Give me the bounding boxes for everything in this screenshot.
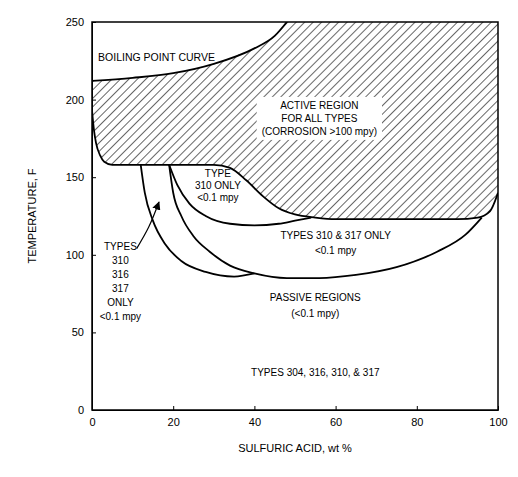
x-axis: 0 20 40 60 80 100: [89, 406, 507, 428]
y-tick: 250: [66, 16, 96, 28]
x-axis-title: SULFURIC ACID, wt %: [238, 442, 352, 454]
x-tick-mark: [336, 406, 337, 410]
annotation-text: 316: [112, 269, 129, 280]
plot-frame: [92, 22, 498, 410]
annotation-text: TYPES 310 & 317 ONLY: [280, 230, 391, 241]
curve: [169, 165, 482, 278]
x-tick-mark: [254, 406, 255, 410]
y-tick-label: 100: [66, 249, 84, 261]
active-region: [92, 22, 498, 219]
annotation-text: (<0.1 mpy): [291, 308, 339, 319]
x-tick: 40: [249, 406, 261, 428]
annotation-text: 317: [112, 283, 129, 294]
y-tick: 200: [66, 94, 96, 106]
x-axis-line: [93, 410, 499, 411]
annotation-text: (CORROSION >100 mpy): [262, 126, 377, 137]
x-tick-label: 60: [330, 416, 342, 428]
annotation: TYPES 304, 316, 310, & 317: [251, 367, 380, 378]
annotation: TYPES 310 & 317 ONLY <0.1 mpy: [280, 230, 391, 256]
y-tick: 100: [66, 249, 96, 261]
x-tick-mark: [173, 406, 174, 410]
annotation-text: TYPES 304, 316, 310, & 317: [251, 367, 380, 378]
curve: [92, 22, 287, 81]
y-tick-mark: [92, 22, 96, 23]
y-tick: 50: [72, 326, 96, 338]
x-tick-label: 40: [249, 416, 261, 428]
x-tick: 60: [330, 406, 342, 428]
annotation-text: ONLY: [107, 297, 134, 308]
annotation-text: ACTIVE REGION: [280, 100, 358, 111]
annotation-text: TYPES: [104, 241, 137, 252]
annotation-text: <0.1 mpy: [315, 245, 356, 256]
marks: [92, 22, 498, 278]
x-tick: 100: [489, 406, 507, 428]
y-tick-mark: [92, 255, 96, 256]
x-tick-label: 80: [411, 416, 423, 428]
y-tick: 150: [66, 171, 96, 183]
y-tick-label: 250: [66, 16, 84, 28]
y-tick: 0: [78, 404, 96, 416]
annotation: TYPES 310 316 317 ONLY <0.1 mpy: [100, 241, 141, 322]
y-tick-label: 50: [72, 326, 84, 338]
chart-svg: 0 20 40 60 80 100 0 50 100 150 200 250 SULFURIC ACID…: [0, 0, 518, 477]
x-tick-mark: [498, 406, 499, 410]
y-tick-label: 200: [66, 94, 84, 106]
annotation: TYPE310 ONLY<0.1 mpy: [195, 168, 241, 203]
annotation: PASSIVE REGIONS (<0.1 mpy): [270, 292, 361, 319]
x-tick: 80: [411, 406, 423, 428]
annotation-text: <0.1 mpy: [197, 192, 238, 203]
annotation-text: TYPE: [205, 168, 231, 179]
x-tick-label: 0: [89, 416, 95, 428]
pointer-arrow: [137, 202, 159, 249]
y-tick-mark: [92, 177, 96, 178]
x-tick-label: 20: [168, 416, 180, 428]
y-tick-label: 150: [66, 171, 84, 183]
annotation-text: <0.1 mpy: [100, 311, 141, 322]
chart-container: 0 20 40 60 80 100 0 50 100 150 200 250 SULFURIC ACID…: [0, 0, 518, 477]
x-tick: 20: [168, 406, 180, 428]
active-boundary: [92, 110, 498, 219]
y-tick-mark: [92, 410, 96, 411]
annotation-text: PASSIVE REGIONS: [270, 292, 361, 303]
plot: 0 20 40 60 80 100 0 50 100 150 200 250 SULFURIC ACID…: [26, 16, 508, 454]
y-tick-mark: [92, 100, 96, 101]
annotation-text: 310 ONLY: [195, 180, 241, 191]
x-tick-mark: [417, 406, 418, 410]
annotation-text: 310: [112, 255, 129, 266]
y-tick-mark: [92, 332, 96, 333]
y-axis-line: [92, 23, 93, 411]
y-axis-title: TEMPERATURE, F: [26, 168, 38, 263]
annotation-bg: [257, 97, 382, 140]
curve-label: BOILING POINT CURVE: [98, 51, 215, 63]
curve: [169, 165, 311, 226]
y-axis: 0 50 100 150 200 250: [66, 16, 96, 416]
y-tick-label: 0: [78, 404, 84, 416]
annotation-text: FOR ALL TYPES: [281, 113, 357, 124]
annotation: ACTIVE REGION FOR ALL TYPES (CORROSION >10…: [257, 97, 382, 140]
curve: [141, 165, 255, 277]
x-tick-label: 100: [489, 416, 507, 428]
annotations: BOILING POINT CURVE ACTIVE REGION FOR ALL …: [98, 51, 391, 378]
